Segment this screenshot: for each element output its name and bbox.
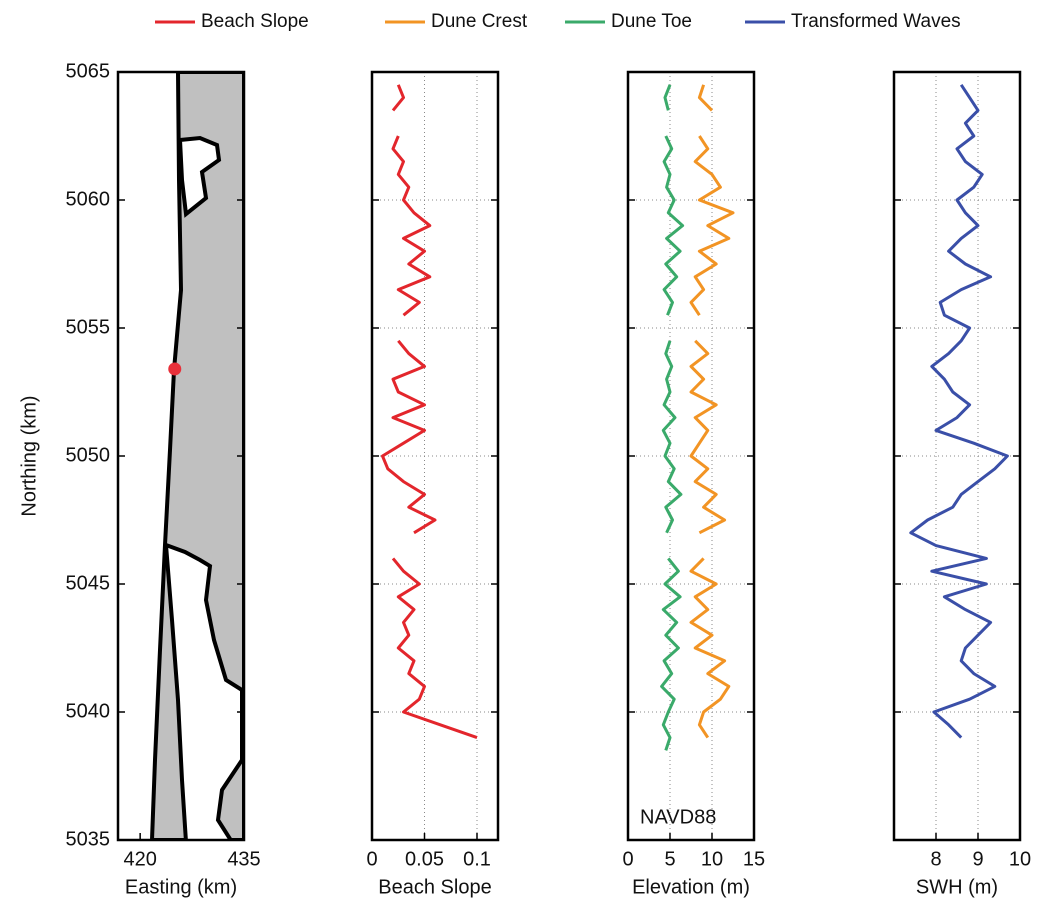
legend-label: Transformed Waves [791, 11, 961, 32]
axes-frame [892, 70, 1022, 842]
axes-frame [116, 70, 246, 842]
x-axis-label: SWH (m) [916, 876, 998, 898]
y-tick-label: 5040 [66, 700, 111, 722]
x-tick-label: 420 [123, 848, 156, 870]
x-tick-label: 435 [227, 848, 260, 870]
annotation: NAVD88 [640, 806, 716, 828]
axes-frame [626, 70, 756, 842]
x-tick-label: 10 [701, 848, 723, 870]
y-tick-label: 5055 [66, 316, 111, 338]
series-line [381, 84, 478, 740]
y-tick-label: 5050 [66, 444, 111, 466]
coastline-map [118, 72, 244, 840]
x-axis-label: Easting (km) [125, 876, 237, 898]
x-tick-label: 5 [664, 848, 675, 870]
series-line [660, 84, 685, 751]
legend-label: Dune Toe [611, 11, 692, 32]
x-tick-label: 9 [972, 848, 983, 870]
legend-label: Dune Crest [431, 11, 528, 32]
y-tick-label: 5045 [66, 572, 111, 594]
x-axis-label: Elevation (m) [632, 876, 750, 898]
x-tick-label: 15 [743, 848, 765, 870]
x-tick-label: 10 [1009, 848, 1031, 870]
axes-frame [370, 70, 500, 842]
series-line [689, 84, 735, 739]
x-tick-label: 0 [622, 848, 633, 870]
y-axis-label: Northing (km) [18, 395, 40, 516]
series-line [909, 83, 1009, 739]
x-tick-label: 8 [930, 848, 941, 870]
y-tick-label: 5035 [66, 828, 111, 850]
x-axis-label: Beach Slope [378, 876, 491, 898]
x-tick-label: 0.1 [463, 848, 491, 870]
legend-label: Beach Slope [201, 11, 309, 32]
y-tick-label: 5065 [66, 60, 111, 82]
x-tick-label: 0.05 [405, 848, 444, 870]
location-point [168, 362, 182, 376]
y-tick-label: 5060 [66, 188, 111, 210]
x-tick-label: 0 [366, 848, 377, 870]
